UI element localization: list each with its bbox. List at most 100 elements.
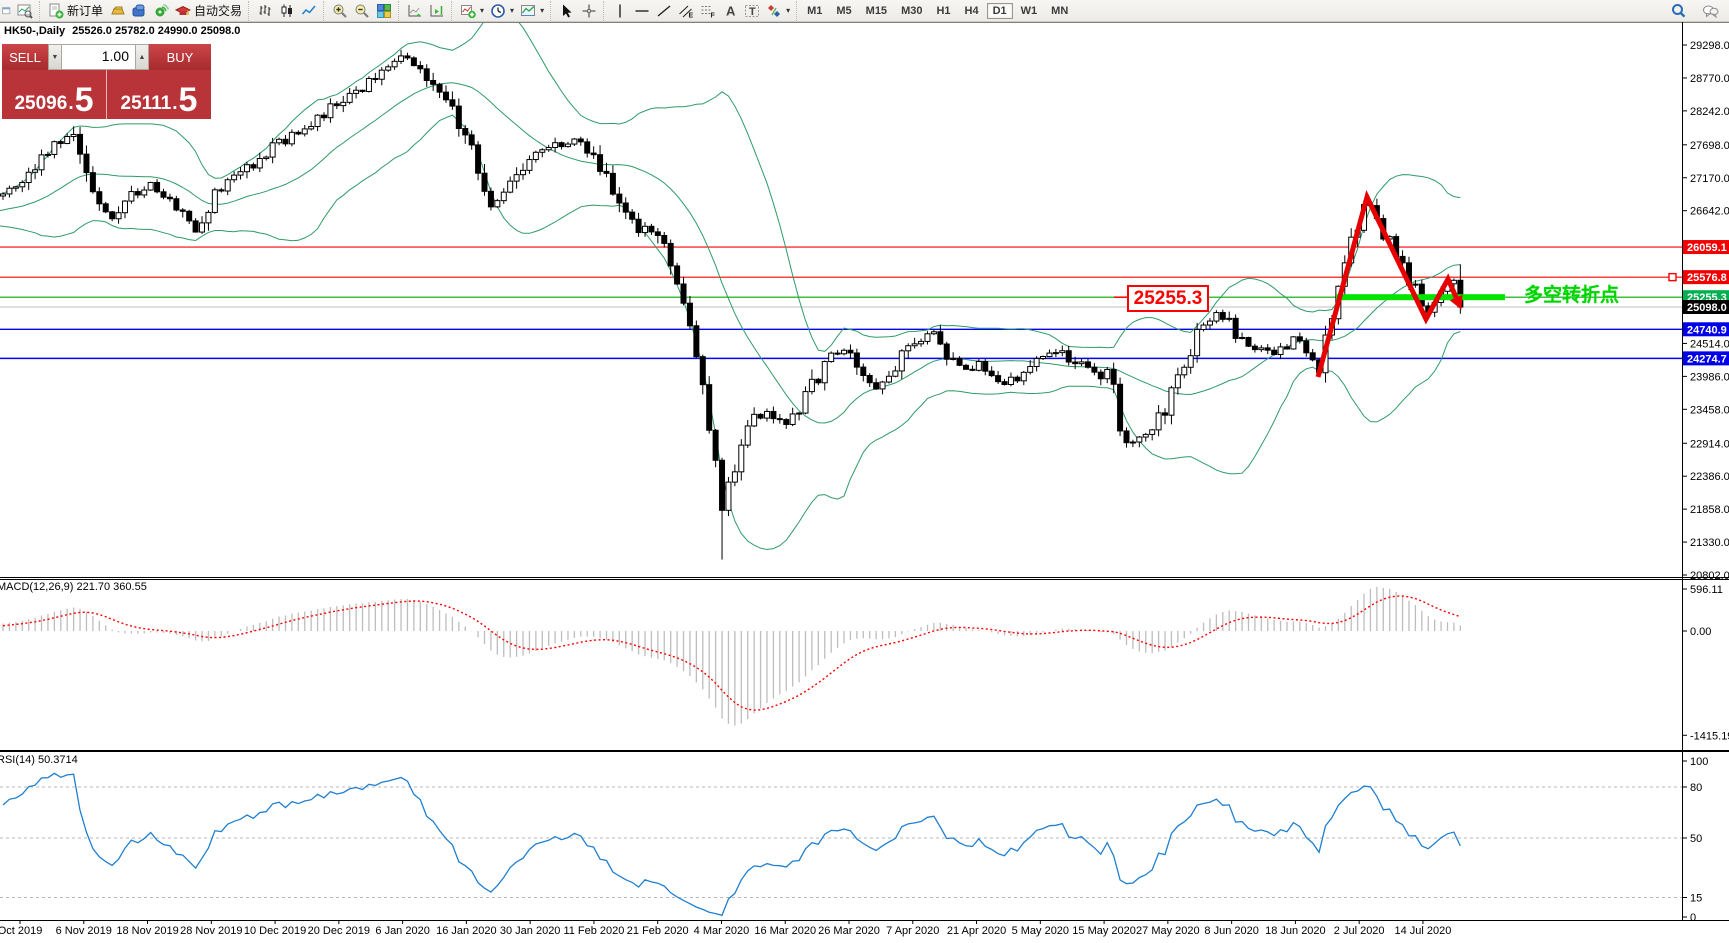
candlestick-button[interactable] — [276, 2, 298, 20]
chevron-down-icon[interactable]: ▾ — [510, 6, 515, 15]
bar-chart-icon — [257, 3, 273, 19]
timeframe-button-m1[interactable]: M1 — [807, 4, 823, 17]
community-chat-icon[interactable] — [1698, 2, 1723, 20]
channel-button[interactable]: E — [675, 2, 697, 20]
svg-text:29298.0: 29298.0 — [1690, 40, 1729, 52]
auto-scroll-icon — [407, 3, 423, 19]
tile-windows-icon — [376, 3, 392, 19]
svg-text:20802.0: 20802.0 — [1690, 570, 1729, 582]
toolbar-group — [323, 0, 398, 21]
search-icon[interactable] — [1667, 2, 1690, 20]
svg-text:80: 80 — [1690, 782, 1702, 794]
sell-price-int: 25096 — [14, 93, 68, 114]
toolbar: 新订单 自动交易 ▾ ▾ ▾ E F A T ▾ M1 M5 M15 M30 H1 H4 D1 W1 MN — [0, 0, 1729, 22]
periods-clock-button[interactable]: ▾ — [487, 2, 517, 20]
timeframe-button-m15[interactable]: M15 — [865, 4, 888, 17]
buy-price[interactable]: 25111. 5 — [107, 70, 211, 119]
turning-point-label[interactable]: 多空转折点 — [1524, 285, 1620, 306]
gold-bar-button[interactable] — [106, 2, 128, 20]
price-axis[interactable]: 29298.0 28770.0 28242.0 27698.0 27170.0 26642… — [1682, 40, 1729, 582]
turning-point-bar[interactable] — [1336, 294, 1505, 301]
svg-text:2 Jul 2020: 2 Jul 2020 — [1334, 925, 1385, 937]
timeframe-button-m30[interactable]: M30 — [901, 4, 923, 17]
volume-input[interactable]: 1.00 — [62, 44, 135, 70]
window-button[interactable] — [0, 2, 14, 20]
zoom-in-icon — [332, 3, 348, 19]
template-button[interactable]: ▾ — [517, 2, 547, 20]
chevron-down-icon[interactable]: ▾ — [480, 6, 485, 15]
trend-zigzag-arrow[interactable] — [1315, 189, 1462, 378]
indicators-icon — [460, 3, 476, 19]
window-icon — [2, 3, 11, 19]
svg-text:15: 15 — [1690, 893, 1702, 905]
timeframe-bar: M1 M5 M15 M30 H1 H4 D1 W1 MN — [796, 0, 1078, 21]
indicators-button[interactable]: ▾ — [457, 2, 487, 20]
horizontal-line-button[interactable] — [631, 2, 653, 20]
macd-indicator-title: MACD(12,26,9) 221.70 360.55 — [0, 581, 147, 593]
vertical-line-icon — [612, 3, 628, 19]
svg-text:T: T — [749, 6, 756, 18]
cursor-button[interactable] — [556, 2, 578, 20]
svg-text:23458.0: 23458.0 — [1690, 404, 1729, 416]
svg-text:27170.0: 27170.0 — [1690, 173, 1729, 185]
channel-icon: E — [678, 3, 694, 19]
new-order-button[interactable]: 新订单 — [45, 1, 106, 20]
zoom-out-button[interactable] — [351, 2, 373, 20]
vertical-line-button[interactable] — [609, 2, 631, 20]
sell-price-frac: 5 — [74, 81, 94, 120]
sell-price[interactable]: 25096. 5 — [2, 70, 107, 119]
periods-clock-icon — [490, 3, 506, 19]
mailbox-button[interactable] — [128, 2, 150, 20]
toolbar-groups: 新订单 自动交易 ▾ ▾ ▾ E F A T ▾ — [0, 0, 796, 21]
svg-text:24274.7: 24274.7 — [1687, 353, 1727, 365]
timeframe-button-m5[interactable]: M5 — [836, 4, 852, 17]
zoom-out-icon — [354, 3, 370, 19]
one-click-trading-panel: SELL ▼ 1.00 ▲ BUY 25096. 5 25111. 5 — [2, 44, 211, 119]
svg-text:18 Jun 2020: 18 Jun 2020 — [1265, 925, 1326, 937]
price-callout-box[interactable]: 25255.3 — [1127, 285, 1209, 312]
chevron-down-icon[interactable]: ▾ — [786, 6, 791, 15]
candlestick-icon — [279, 3, 295, 19]
date-axis[interactable]: Oct 2019 6 Nov 2019 18 Nov 2019 28 Nov 2019… — [0, 920, 1451, 937]
rsi-axis[interactable]: 100 80 50 15 0 — [1682, 756, 1708, 924]
sell-button[interactable]: SELL — [2, 44, 48, 70]
svg-text:15 May 2020: 15 May 2020 — [1072, 925, 1136, 937]
volume-decrease-button[interactable]: ▼ — [48, 44, 62, 70]
svg-text:24740.9: 24740.9 — [1687, 324, 1727, 336]
timeframe-button-h1[interactable]: H1 — [936, 4, 951, 17]
chart-shift-button[interactable] — [426, 2, 448, 20]
chart-shift-icon — [429, 3, 445, 19]
buy-button[interactable]: BUY — [149, 44, 211, 70]
svg-text:14 Jul 2020: 14 Jul 2020 — [1394, 925, 1451, 937]
arrows-button[interactable]: ▾ — [763, 2, 793, 20]
tile-windows-button[interactable] — [373, 2, 395, 20]
svg-text:Oct 2019: Oct 2019 — [0, 925, 42, 937]
text-button[interactable]: A — [719, 2, 741, 20]
auto-scroll-button[interactable] — [404, 2, 426, 20]
svg-text:26642.0: 26642.0 — [1690, 206, 1729, 218]
crosshair-button[interactable] — [578, 2, 600, 20]
bar-chart-button[interactable] — [254, 2, 276, 20]
timeframe-button-d1[interactable]: D1 — [986, 2, 1013, 19]
timeframe-button-mn[interactable]: MN — [1051, 4, 1069, 17]
autotrade-icon — [175, 3, 192, 19]
svg-text:8 Jun 2020: 8 Jun 2020 — [1204, 925, 1258, 937]
trendline-button[interactable] — [653, 2, 675, 20]
toolbar-group — [550, 0, 603, 21]
signal-button[interactable] — [150, 2, 172, 20]
timeframe-button-w1[interactable]: W1 — [1020, 4, 1038, 17]
timeframe-button-h4[interactable]: H4 — [964, 4, 979, 17]
symbol-period-label: HK50-,Daily — [4, 25, 66, 37]
macd-axis[interactable]: 596.11 0.00 -1415.19 — [1682, 584, 1729, 742]
chevron-down-icon[interactable]: ▾ — [540, 6, 545, 15]
trendline-handle[interactable] — [1668, 272, 1677, 282]
chart-preview-button[interactable] — [14, 2, 36, 20]
svg-text:28770.0: 28770.0 — [1690, 73, 1729, 85]
autotrade-button[interactable]: 自动交易 — [172, 1, 245, 20]
fibonacci-button[interactable]: F — [697, 2, 719, 20]
line-chart-button[interactable] — [298, 2, 320, 20]
text-label-button[interactable]: T — [741, 2, 763, 20]
volume-increase-button[interactable]: ▲ — [135, 44, 149, 70]
zoom-in-button[interactable] — [329, 2, 351, 20]
